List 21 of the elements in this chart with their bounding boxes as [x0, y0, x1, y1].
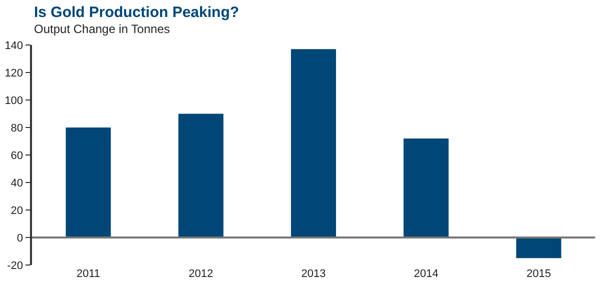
y-tick-label: 140 — [4, 40, 24, 52]
x-tick-label: 2013 — [301, 268, 326, 280]
y-tick-label: -20 — [7, 260, 24, 272]
x-tick-label: 2014 — [414, 268, 438, 280]
chart-title: Is Gold Production Peaking? — [34, 4, 240, 21]
bar — [516, 238, 562, 258]
bar — [290, 49, 336, 238]
x-tick-label: 2015 — [526, 268, 551, 280]
chart-subtitle: Output Change in Tonnes — [34, 22, 170, 36]
y-tick-label: 120 — [4, 67, 24, 80]
y-tick-label: 20 — [10, 204, 24, 217]
x-tick-label: 2011 — [76, 268, 100, 280]
x-tick-label: 2012 — [188, 268, 214, 280]
y-tick-label: 100 — [4, 94, 24, 107]
bar — [178, 114, 224, 238]
bar — [404, 138, 449, 238]
y-tick-label: 40 — [10, 177, 24, 190]
y-tick-label: 60 — [10, 150, 24, 162]
y-tick-label: 80 — [10, 122, 24, 134]
bar — [66, 128, 111, 238]
y-tick-label: 0 — [16, 232, 24, 244]
